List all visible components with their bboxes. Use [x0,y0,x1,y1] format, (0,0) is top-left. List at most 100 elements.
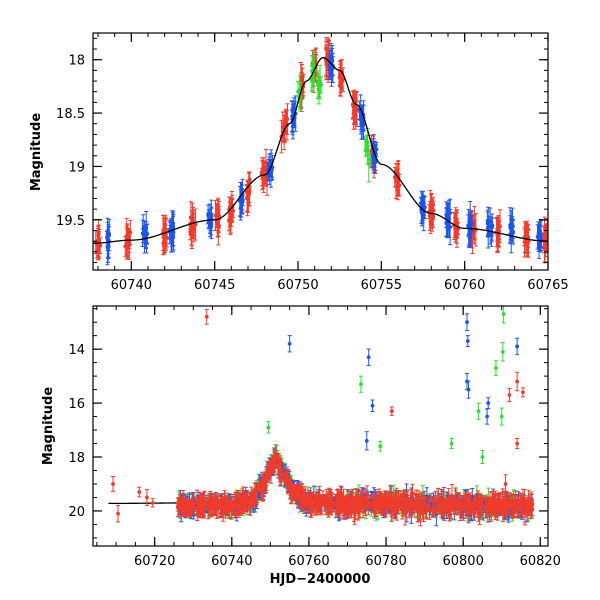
data-point-red [371,495,376,511]
outlier-point-green [493,360,498,376]
data-point-red [498,493,503,515]
data-point-blue [239,190,244,210]
data-point-red [228,202,233,235]
top-x-tick-label: 60740 [111,278,152,293]
outlier-point-green [449,438,454,450]
data-point-red [527,493,532,516]
data-point-blue [206,209,211,224]
data-point-red [448,499,453,516]
top-panel-marks [93,37,548,266]
data-point-red [477,497,482,517]
data-point-red [472,219,477,244]
data-point-red [403,501,408,526]
outlier-point-green [358,375,363,393]
data-point-red [230,197,235,223]
data-point-blue [486,218,491,234]
bottom-y-tick-label: 20 [68,505,85,520]
data-point-red [290,486,295,498]
data-point-red [453,498,458,515]
outlier-point-green [500,342,505,362]
data-point-red [395,497,400,515]
outlier-point-red [144,489,149,506]
data-point-green [367,153,372,166]
data-point-red [518,492,523,507]
data-point-red [355,488,360,514]
data-point-red [492,493,497,515]
data-point-red [366,494,371,510]
outlier-point-red [116,504,121,523]
data-point-red [243,496,248,510]
bottom-x-tick-label: 60720 [134,554,175,569]
data-point-green [319,76,324,94]
data-point-red [419,492,424,515]
data-point-red [501,503,506,515]
data-point-blue [361,104,366,140]
top-y-tick-label: 18 [68,54,85,69]
outlier-point-blue [466,380,471,399]
outlier-point-blue [486,397,491,409]
data-point-blue [358,94,363,131]
data-point-red [247,492,252,515]
top-panel-frame [92,32,549,271]
data-point-red [299,482,304,494]
data-point-red [201,494,206,519]
outlier-point-green [480,450,485,465]
data-point-red [523,502,528,518]
data-point-red [321,495,326,507]
bottom-x-tick-label: 60820 [520,554,561,569]
data-point-red [196,495,201,514]
outlier-point-blue [366,348,371,366]
data-point-red [436,487,441,511]
bottom-y-tick-label: 16 [68,397,85,412]
data-point-red [441,487,446,512]
data-point-red [512,494,517,511]
outlier-point-red [204,308,209,325]
outlier-point-blue [485,408,490,425]
data-point-red [261,475,266,501]
data-point-red [426,498,431,513]
data-point-red [190,206,195,229]
data-point-red [485,497,490,505]
data-point-red [510,502,515,514]
data-point-red [520,509,525,519]
bottom-y-axis-label: Magnitude [41,387,56,466]
data-point-red [395,179,400,192]
data-point-red [221,496,226,522]
data-point-red [445,496,450,512]
data-point-blue [468,201,473,239]
data-point-red [340,494,345,505]
data-point-red [361,495,366,519]
top-x-tick-label: 60765 [527,278,568,293]
bottom-panel-marks [108,306,535,527]
bottom-x-tick-label: 60800 [442,554,483,569]
outlier-point-red [507,387,512,403]
data-point-red [489,500,494,515]
data-point-red [400,495,405,520]
bottom-panel-frame [92,305,549,547]
data-point-red [276,453,281,468]
top-x-tick-label: 60745 [194,278,235,293]
data-point-red [526,224,531,258]
data-point-red [343,501,348,519]
data-point-green [363,144,368,157]
outlier-point-red [150,498,155,508]
data-point-red [246,182,251,195]
outlier-point-blue [364,431,369,451]
top-panel: 60740 60745 60750 60755 60760 60765 18 18.5 19 19… [29,32,569,293]
outlier-point-red [111,476,116,492]
data-point-red [293,484,298,501]
data-point-red [377,491,382,505]
data-point-red [267,467,272,476]
top-y-axis-label: Magnitude [29,113,44,192]
top-panel-ticks: 60740 60745 60750 60755 60760 60765 18 18.5 19 19… [56,33,569,293]
outlier-point-blue [515,337,520,356]
data-point-red [416,501,421,510]
model-curve [93,57,548,244]
outlier-point-blue [465,335,470,347]
data-point-red [471,504,476,519]
data-point-red [237,498,242,516]
data-point-red [389,493,394,518]
data-point-blue [328,54,333,69]
outlier-point-red [137,486,142,498]
